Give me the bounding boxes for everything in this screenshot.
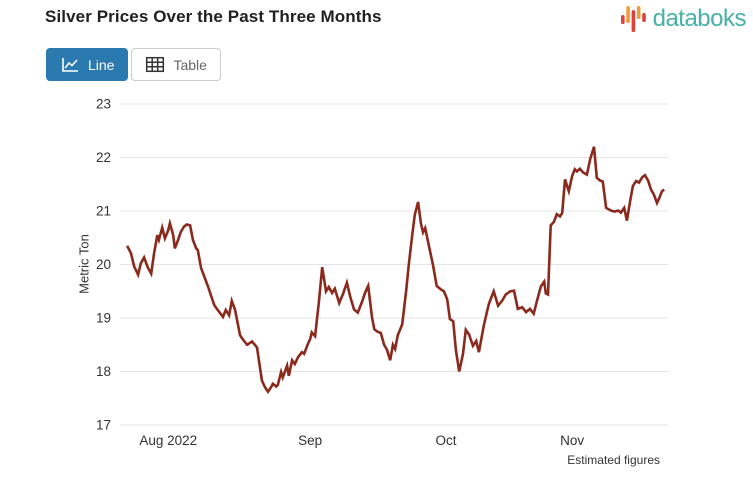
y-axis-tick-label: 17 [96,418,111,433]
table-view-label: Table [173,56,207,73]
silver-price-line [125,146,665,395]
line-view-button[interactable]: Line [46,48,129,81]
x-axis-tick-label: Nov [560,433,584,448]
y-axis-tick-label: 19 [96,311,111,326]
table-grid-icon [146,56,165,73]
x-axis-tick-label: Oct [436,433,457,448]
y-axis-tick-label: 23 [96,97,111,112]
line-view-label: Line [88,56,115,73]
chart-view-toggle: Line Table [46,48,221,81]
estimated-figures-note: Estimated figures [567,453,660,467]
x-axis-tick-label: Aug 2022 [139,433,197,448]
y-axis-tick-label: 18 [96,364,111,379]
databoks-logo[interactable]: databoks [620,4,747,34]
databoks-logo-text: databoks [652,5,747,32]
page-title: Silver Prices Over the Past Three Months [45,7,382,26]
chart-plot-area[interactable] [120,104,668,425]
table-view-button[interactable]: Table [131,48,221,81]
bar-pulse-icon [620,6,646,32]
line-chart-icon [62,57,78,72]
y-axis-tick-label: 20 [96,257,111,272]
y-axis-tick-label: 21 [96,204,111,219]
y-axis-title: Metric Ton [76,234,92,294]
y-axis-tick-label: 22 [96,150,111,165]
x-axis-tick-label: Sep [298,433,322,448]
